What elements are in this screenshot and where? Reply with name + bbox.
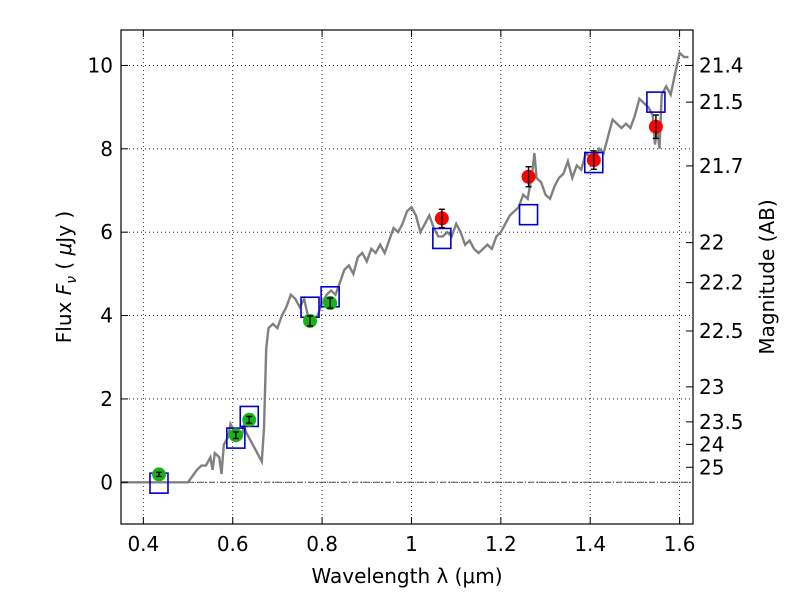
right-tick-label: 23: [699, 375, 724, 399]
right-tick-label: 21.4: [699, 53, 744, 77]
right-tick-label: 22: [699, 231, 724, 255]
x-tick-label: 1.4: [574, 532, 606, 556]
model-box: [518, 203, 539, 226]
x-tick-label: 0.4: [127, 532, 159, 556]
right-tick-label: 22.2: [699, 271, 744, 295]
plot-frame: [120, 29, 694, 525]
model-box: [226, 427, 246, 449]
y-tick-label: 2: [100, 387, 113, 411]
y-tick-label: 0: [100, 470, 113, 494]
grid: [121, 30, 693, 524]
x-tick-label: 1.2: [485, 532, 517, 556]
x-tick-label: 1: [405, 532, 418, 556]
model-box: [646, 91, 666, 113]
model-spectrum-line: [121, 50, 689, 484]
x-axis-label: Wavelength λ (μm): [311, 564, 502, 588]
model-box: [432, 227, 452, 250]
right-tick-label: 25: [699, 455, 724, 479]
right-axis-label: Magnitude (AB): [755, 199, 779, 354]
y-tick-label: 10: [88, 53, 113, 77]
data-marks: [149, 91, 666, 494]
y-axis-label: Flux Fν ( μJy ): [52, 211, 80, 343]
x-tick-label: 1.6: [664, 532, 696, 556]
right-tick-label: 23.5: [699, 410, 744, 434]
x-tick-label: 0.6: [217, 532, 249, 556]
x-tick-label: 0.8: [306, 532, 338, 556]
y-tick-label: 4: [100, 304, 113, 328]
y-tick-label: 8: [100, 137, 113, 161]
right-tick-label: 24: [699, 432, 724, 456]
right-tick-label: 21.7: [699, 154, 744, 178]
right-tick-label: 21.5: [699, 90, 744, 114]
y-tick-label: 6: [100, 220, 113, 244]
right-tick-label: 22.5: [699, 319, 744, 343]
